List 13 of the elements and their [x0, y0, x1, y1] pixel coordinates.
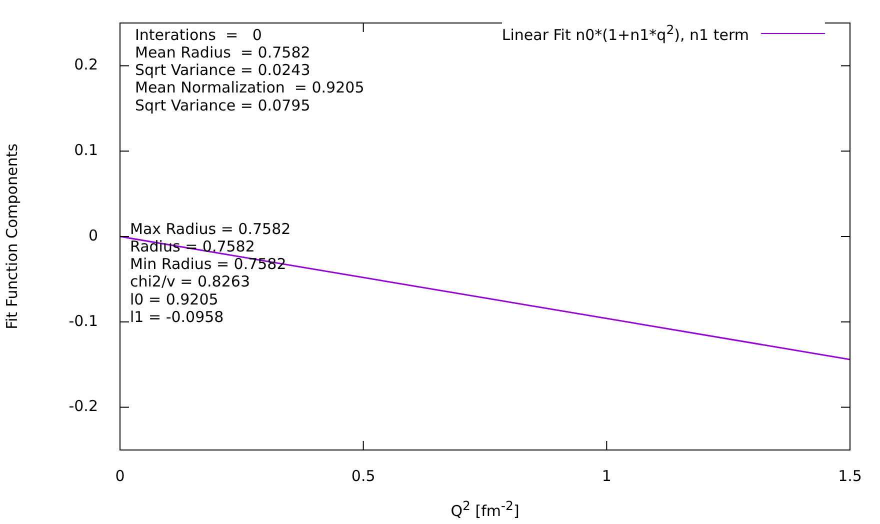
y-tick-label: 0.2 — [74, 56, 98, 74]
x-tick-label: 0 — [115, 466, 125, 485]
x-tick-label: 0.5 — [351, 466, 376, 485]
y-tick-label: 0.1 — [74, 140, 98, 159]
y-axis-title: Fit Function Components — [2, 143, 21, 330]
y-tick-label: -0.1 — [68, 312, 98, 330]
y-tick-label: 0 — [88, 226, 98, 244]
x-tick-label: 1 — [602, 466, 612, 485]
annotation: Interations = 0 Mean Radius = 0.7582 Sqrt Variance = 0.0243 Mean Normalization = 0.9205 Sqrt Variance = 0.0795 — [135, 26, 364, 114]
legend-label: Linear Fit n0*(1+n1*q$^{2}$), n1 term — [502, 22, 749, 44]
x-tick-label: 1.5 — [838, 466, 862, 485]
y-tick-label: -0.2 — [68, 397, 98, 416]
x-axis-title: Q$^{2}$ [fm$^{-2}$] — [450, 498, 520, 520]
